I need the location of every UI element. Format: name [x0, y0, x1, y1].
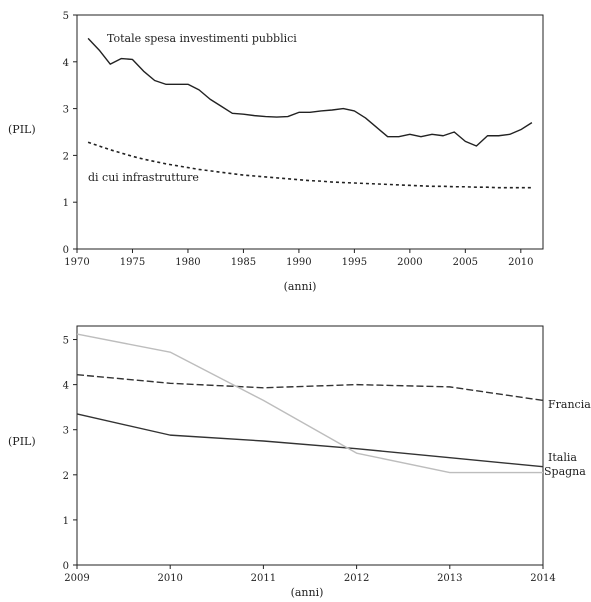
- chart1-x-tick-label: 1970: [64, 257, 89, 268]
- chart2-series-line-2: [76, 333, 543, 474]
- chart1-x-tick-label: 1995: [342, 257, 367, 268]
- chart1-y-tick-label: 5: [63, 11, 69, 22]
- chart1-y-tick-label: 2: [63, 151, 69, 162]
- chart2-x-tick-label: 2010: [157, 573, 182, 584]
- chart1-x-tick-label: 1985: [231, 257, 256, 268]
- chart1-series-line-1: [87, 141, 532, 189]
- chart1-y-tick-label: 1: [63, 198, 69, 209]
- chart-investimenti-pubblici: 0 1 2 3 4 5 1970 1975 1980 1985 1990 1995 2000 2005 2…: [8, 11, 544, 293]
- chart1-x-tick-label: 2005: [453, 257, 478, 268]
- chart2-x-tick-label: 2013: [437, 573, 462, 584]
- chart1-series-line-0: [87, 37, 533, 147]
- chart2-y-tick-label: 4: [63, 381, 69, 392]
- chart2-plot-frame: [76, 325, 544, 566]
- chart1-x-tick-label: 2000: [397, 257, 422, 268]
- chart1-y-axis: 0 1 2 3 4 5: [63, 11, 77, 256]
- chart2-x-tick-label: 2012: [344, 573, 369, 584]
- chart2-series-label-italia: Italia: [548, 451, 577, 464]
- chart2-x-axis-label: (anni): [291, 586, 324, 599]
- chart1-series: [87, 37, 533, 189]
- chart1-series-label-totale: Totale spesa investimenti pubblici: [107, 32, 297, 45]
- chart2-y-tick-label: 0: [63, 561, 69, 572]
- chart2-y-tick-label: 3: [63, 426, 69, 437]
- chart2-y-axis: 0 1 2 3 4 5: [63, 336, 77, 572]
- chart1-x-tick-label: 1980: [175, 257, 200, 268]
- chart2-x-tick-label: 2009: [64, 573, 89, 584]
- chart2-x-tick-label: 2011: [251, 573, 276, 584]
- chart1-y-axis-label: (PIL): [8, 123, 36, 136]
- chart2-series: [76, 333, 544, 474]
- chart1-y-tick-label: 4: [63, 58, 69, 69]
- chart2-y-axis-label: (PIL): [8, 435, 36, 448]
- chart1-x-tick-label: 1990: [286, 257, 311, 268]
- chart1-series-label-infrastrutture: di cui infrastrutture: [88, 171, 199, 184]
- chart1-x-axis: 1970 1975 1980 1985 1990 1995 2000 2005 2010: [64, 249, 534, 268]
- chart2-y-tick-label: 1: [63, 516, 69, 527]
- chart2-y-tick-label: 5: [63, 336, 69, 347]
- chart2-x-axis: 2009 2010 2011 2012 2013 2014: [64, 565, 556, 584]
- chart2-series-line-1: [76, 413, 544, 468]
- chart2-series-label-francia: Francia: [548, 398, 591, 411]
- chart1-x-axis-label: (anni): [284, 280, 317, 293]
- chart1-x-tick-label: 2010: [508, 257, 533, 268]
- chart1-x-tick-label: 1975: [120, 257, 145, 268]
- chart1-y-tick-label: 0: [63, 245, 69, 256]
- chart2-x-tick-label: 2014: [530, 573, 555, 584]
- chart2-series-line-0: [76, 374, 544, 402]
- chart1-plot-frame: [76, 14, 544, 250]
- chart1-y-tick-label: 3: [63, 105, 69, 116]
- chart2-series-label-spagna: Spagna: [544, 465, 586, 478]
- chart2-y-tick-label: 2: [63, 471, 69, 482]
